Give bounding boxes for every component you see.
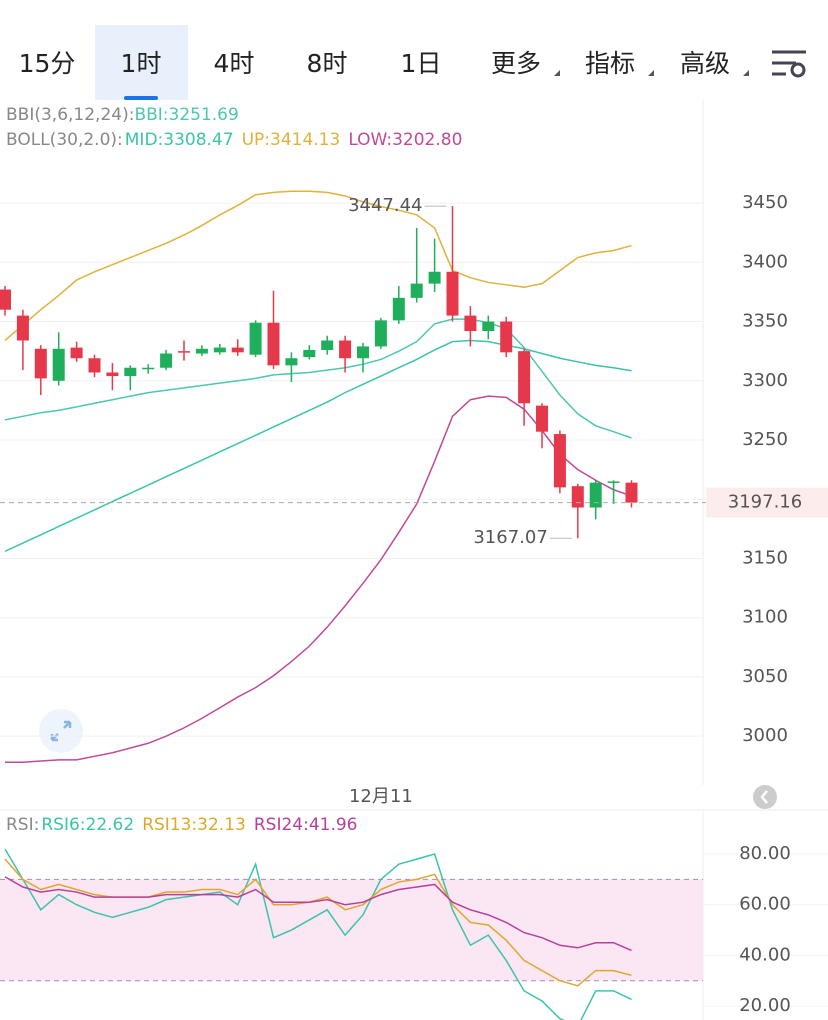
dropdown-caret <box>743 70 749 76</box>
tab[interactable]: 15分 <box>19 49 76 78</box>
candle-body <box>70 347 83 359</box>
candle-body <box>160 353 173 368</box>
indicator-line <box>4 190 632 342</box>
legend-label: BOLL(30,2.0): <box>6 130 123 150</box>
candle-body <box>428 271 441 284</box>
extreme-label: 3447.44 <box>348 195 422 216</box>
candle-body <box>625 482 638 503</box>
legend-entry: UP:3414.13 <box>242 130 341 150</box>
tab-indicator <box>124 96 158 100</box>
scroll-end-button[interactable] <box>753 785 777 809</box>
candle-body <box>482 321 495 332</box>
y-tick-label: 3150 <box>742 547 788 568</box>
candle-body <box>231 347 244 353</box>
scroll-bg <box>753 785 777 809</box>
y-tick-label: 3050 <box>742 666 788 687</box>
indicator-line <box>5 395 632 763</box>
last-price-label: 3197.16 <box>728 492 802 513</box>
expand-arrows <box>50 720 72 742</box>
candle-body <box>52 348 65 381</box>
candle-body <box>178 351 190 353</box>
settings-icon[interactable] <box>772 50 806 78</box>
y-tick-label: 3400 <box>742 251 788 272</box>
indicator-line <box>4 848 632 1020</box>
tab[interactable]: 指标 <box>585 49 635 78</box>
candle-body <box>446 271 459 316</box>
legend: RSI: RSI6:22.62 RSI13:32.13 RSI24:41.96 <box>6 815 358 835</box>
candle-body <box>536 405 548 432</box>
candle-body <box>142 367 155 370</box>
candle-body <box>357 346 369 359</box>
legend: BOLL(30,2.0): MID:3308.47 UP:3414.13 LOW:32… <box>6 130 462 150</box>
candle-body <box>267 322 280 366</box>
tab-bar: 15分 1时 4时 8时 1日 更多 指标 高级 <box>19 25 749 100</box>
tab-selected-bg <box>95 25 188 100</box>
tab[interactable]: 高级 <box>680 49 730 78</box>
candle-body <box>553 434 566 488</box>
indicator-line <box>4 876 632 952</box>
dropdown-caret <box>554 70 560 76</box>
rsi-band <box>0 879 703 981</box>
candle-body <box>464 315 477 332</box>
y-tick-label: 3350 <box>742 311 788 332</box>
candle-body <box>88 358 101 373</box>
candle-body <box>249 322 262 355</box>
candle-body <box>303 349 316 358</box>
candle-body <box>0 289 11 310</box>
y-tick-label: 3450 <box>742 192 788 213</box>
candle-body <box>500 321 513 353</box>
tab[interactable]: 更多 <box>491 49 541 78</box>
icon-gear <box>790 62 806 78</box>
legend-label: BBI(3,6,12,24): <box>6 105 134 125</box>
legend-label: RSI: <box>6 815 39 835</box>
tab[interactable]: 8时 <box>307 49 348 78</box>
tab[interactable]: 1时 <box>121 49 162 78</box>
expand-bg <box>39 709 83 753</box>
legend-entry: MID:3308.47 <box>125 130 234 150</box>
y-tick-label: 3100 <box>742 607 788 628</box>
legend: BBI(3,6,12,24):BBI:3251.69 <box>6 105 239 125</box>
x-tick-label: 12月11 <box>349 786 413 807</box>
legend-entry: BBI:3251.69 <box>134 105 238 125</box>
y-tick-label: 80.00 <box>739 843 791 864</box>
candle-body <box>518 351 531 404</box>
candle-body <box>195 348 208 354</box>
y-tick-label: 3300 <box>742 370 788 391</box>
y-tick-label: 60.00 <box>739 894 791 915</box>
candle-body <box>374 320 387 347</box>
scroll-arrow <box>760 790 768 804</box>
extreme-label: 3167.07 <box>473 527 547 548</box>
candle-body <box>392 297 405 321</box>
candle-body <box>124 367 137 377</box>
candle-body <box>571 486 584 508</box>
y-tick-label: 40.00 <box>739 944 791 965</box>
candle-body <box>339 340 352 359</box>
candle-body <box>34 348 47 379</box>
legend-entry: RSI6:22.62 <box>41 815 134 835</box>
y-tick-label: 20.00 <box>739 995 791 1016</box>
last-price-bg <box>706 487 828 518</box>
legend-entry: RSI24:41.96 <box>254 815 358 835</box>
legend-entry: RSI13:32.13 <box>142 815 246 835</box>
expand-button[interactable] <box>39 709 83 753</box>
candle-body <box>607 481 620 483</box>
tab[interactable]: 1日 <box>401 49 442 78</box>
dropdown-caret <box>648 70 654 76</box>
tab[interactable]: 4时 <box>214 49 255 78</box>
candle-body <box>213 347 226 353</box>
y-tick-label: 3000 <box>742 725 788 746</box>
candle-body <box>321 340 334 350</box>
legend-entry: LOW:3202.80 <box>348 130 462 150</box>
candle-body <box>285 358 298 366</box>
candle-body <box>589 482 602 508</box>
y-tick-label: 3250 <box>742 429 788 450</box>
candle-body <box>106 372 119 377</box>
candle-body <box>16 315 29 341</box>
candle-body <box>410 283 423 298</box>
